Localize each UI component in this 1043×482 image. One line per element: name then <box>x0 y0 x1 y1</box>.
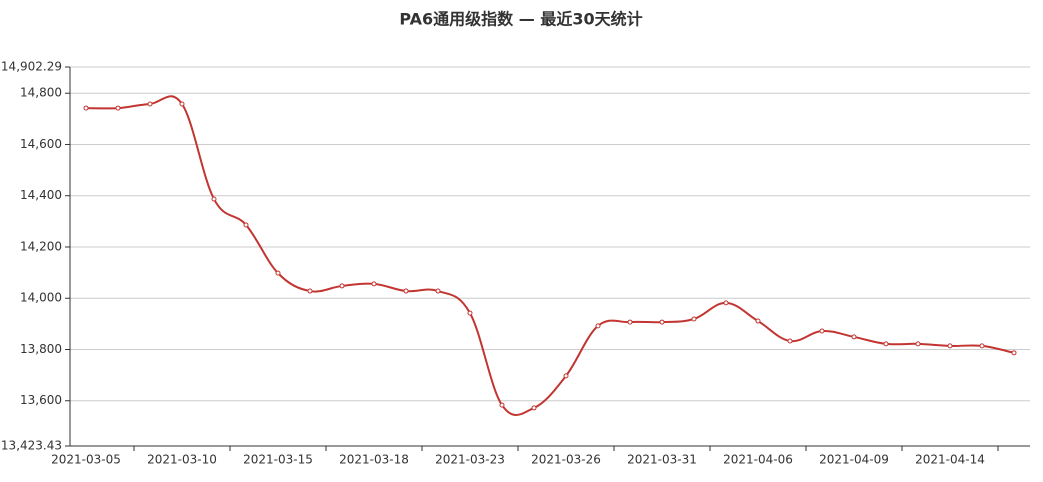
point <box>1011 350 1017 356</box>
point <box>947 343 953 349</box>
point <box>211 196 217 202</box>
chart-title: PA6通用级指数 — 最近30天统计 <box>399 10 642 29</box>
y-tick-label: 13,600 <box>20 393 62 407</box>
x-tick-label: 2021-04-09 <box>819 453 889 467</box>
x-tick-label: 2021-03-10 <box>147 453 217 467</box>
point <box>467 310 473 316</box>
point <box>531 405 537 411</box>
y-tick-label: 13,800 <box>20 342 62 356</box>
point <box>595 323 601 329</box>
point <box>659 319 665 325</box>
point <box>307 288 313 294</box>
y-tick-label: 14,902.29 <box>1 60 62 74</box>
point <box>499 402 505 408</box>
point <box>979 343 985 349</box>
point <box>179 101 185 107</box>
point <box>883 341 889 347</box>
point <box>691 316 697 322</box>
point <box>83 105 89 111</box>
point <box>851 334 857 340</box>
point <box>755 318 761 324</box>
y-tick-label: 14,600 <box>20 137 62 151</box>
x-tick-label: 2021-03-15 <box>243 453 313 467</box>
x-tick-label: 2021-03-26 <box>531 453 601 467</box>
point <box>723 300 729 306</box>
point <box>435 288 441 294</box>
x-tick-label: 2021-04-14 <box>915 453 985 467</box>
point <box>339 283 345 289</box>
point <box>563 373 569 379</box>
point <box>243 222 249 228</box>
point <box>115 105 121 111</box>
point <box>275 270 281 276</box>
point <box>627 319 633 325</box>
point <box>787 338 793 344</box>
x-tick-label: 2021-03-05 <box>51 453 121 467</box>
y-tick-label: 13,423.43 <box>1 439 62 453</box>
x-tick-label: 2021-03-31 <box>627 453 697 467</box>
y-tick-label: 14,800 <box>20 86 62 100</box>
y-tick-label: 14,400 <box>20 188 62 202</box>
y-tick-label: 14,200 <box>20 239 62 253</box>
point <box>819 328 825 334</box>
y-tick-label: 14,000 <box>20 291 62 305</box>
point <box>403 288 409 294</box>
x-tick-label: 2021-04-06 <box>723 453 793 467</box>
x-tick-label: 2021-03-23 <box>435 453 505 467</box>
point <box>915 341 921 347</box>
x-tick-label: 2021-03-18 <box>339 453 409 467</box>
point <box>147 101 153 107</box>
point <box>371 281 377 287</box>
